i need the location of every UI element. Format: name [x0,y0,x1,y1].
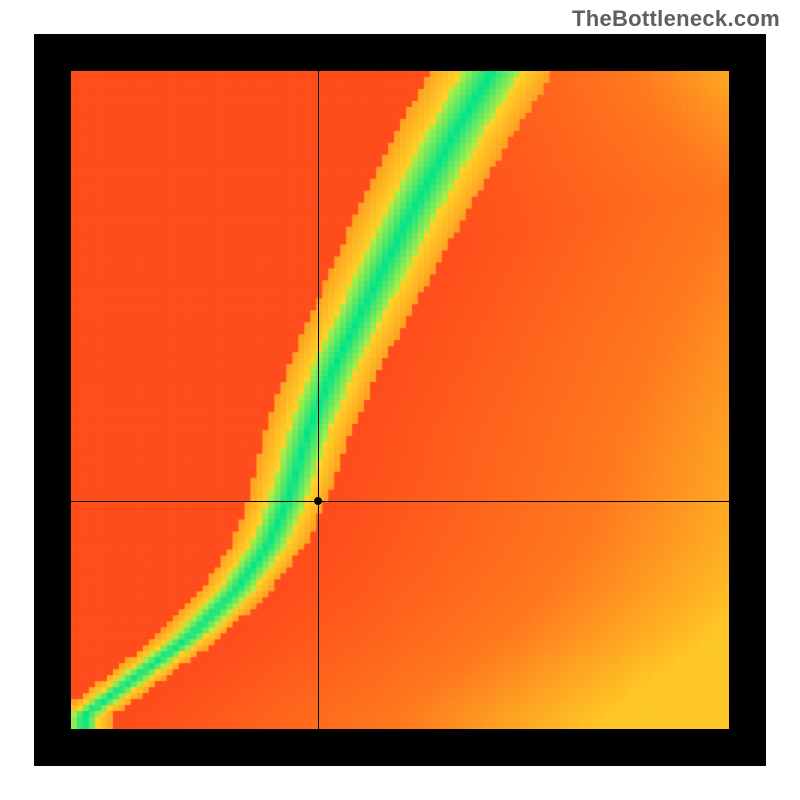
heatmap-canvas [71,71,729,729]
root: TheBottleneck.com [0,0,800,800]
chart-outer-frame [34,34,766,766]
chart-inner-area [71,71,729,729]
crosshair-vertical [318,71,319,729]
watermark-text: TheBottleneck.com [572,6,780,32]
crosshair-marker [314,497,322,505]
crosshair-horizontal [71,501,729,502]
